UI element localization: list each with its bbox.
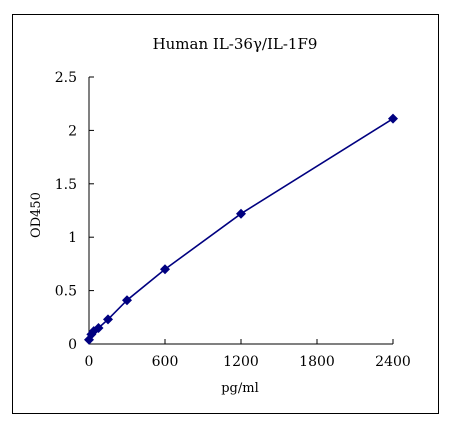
chart-border [12, 14, 439, 414]
y-axis-label: OD450 [29, 192, 44, 238]
y-tick-label: 2.5 [55, 70, 77, 86]
y-tick-label: 0.5 [55, 284, 77, 300]
y-tick-label: 2 [68, 123, 77, 139]
y-tick-label: 1 [68, 230, 77, 246]
data-point [388, 113, 398, 124]
x-tick-label: 1200 [223, 354, 259, 370]
chart-title: Human IL-36γ/IL-1F9 [153, 35, 318, 53]
data-point [122, 295, 132, 306]
x-tick-label: 600 [152, 354, 179, 370]
x-axis-label: pg/ml [221, 381, 259, 396]
plot-area [84, 113, 398, 345]
data-point [236, 208, 246, 219]
x-tick-label: 0 [85, 354, 94, 370]
series-line [88, 117, 394, 341]
x-tick-label: 2400 [375, 354, 411, 370]
axes: 0 0.5 1 1.5 2 2.5 0 600 1200 1800 2400 [55, 70, 411, 370]
y-tick-label: 0 [68, 337, 77, 353]
x-tick-label: 1800 [299, 354, 335, 370]
data-point [160, 264, 170, 275]
data-point [103, 314, 113, 325]
data-point [93, 322, 104, 333]
y-tick-label: 1.5 [55, 177, 77, 193]
